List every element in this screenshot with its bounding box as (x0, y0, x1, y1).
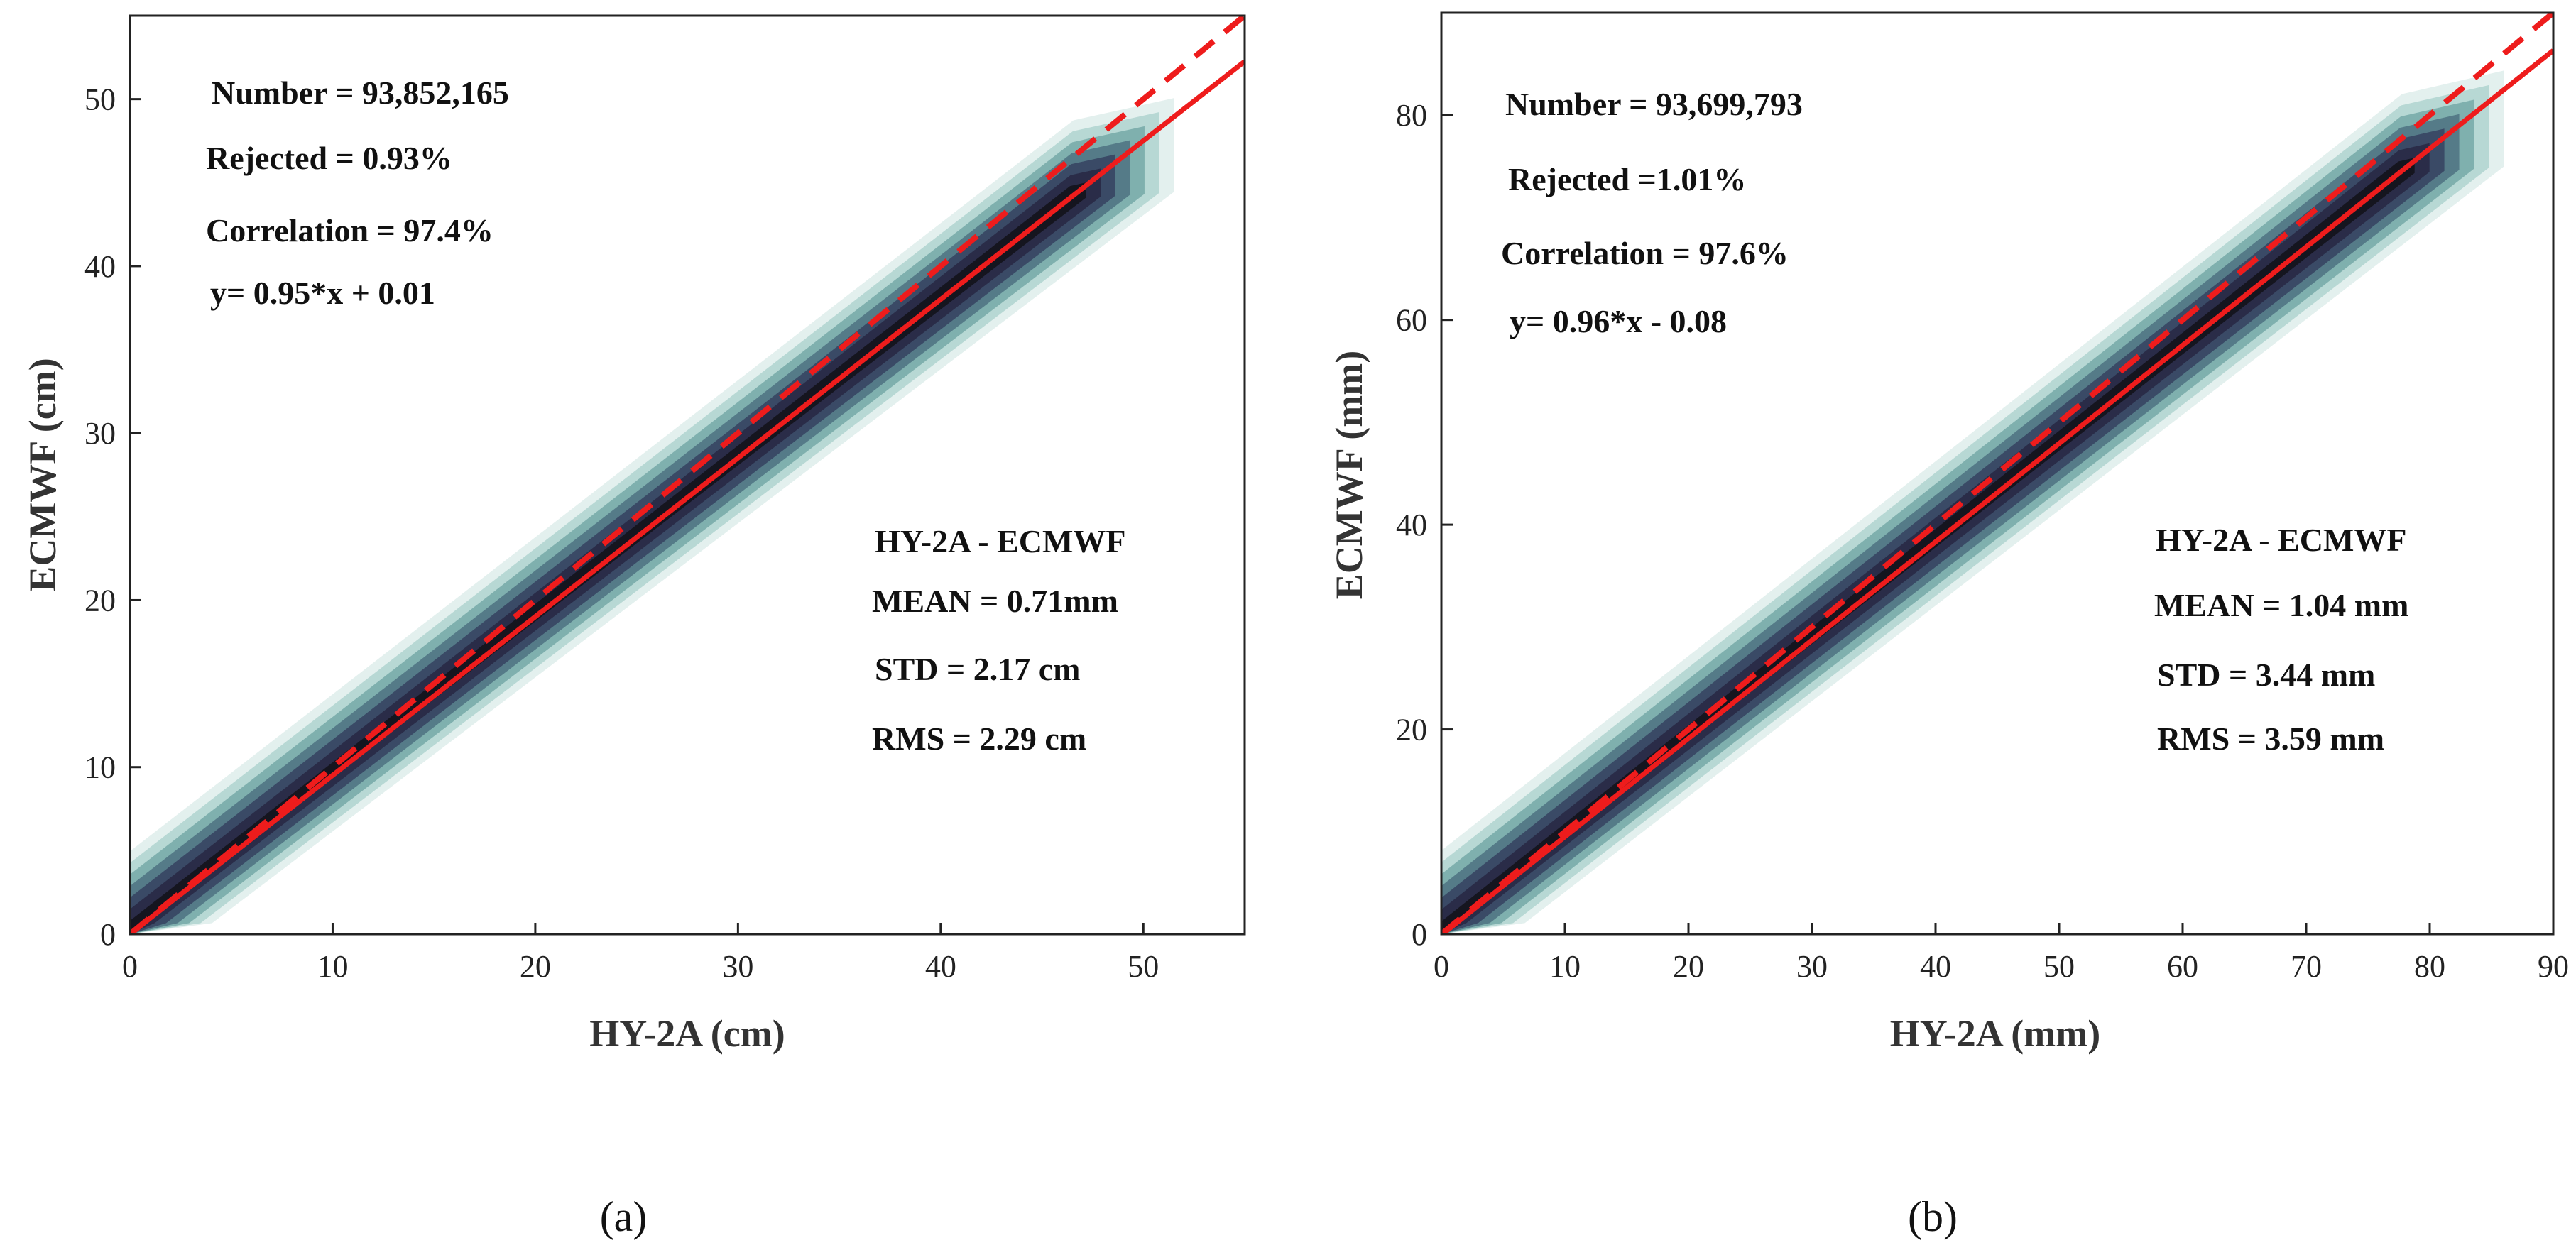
identity-line-b (1441, 13, 2553, 934)
identity-line-a (130, 16, 1245, 934)
x-tick-label-a-0: 0 (122, 949, 138, 984)
y-tick-label-a-20: 20 (84, 583, 116, 618)
plot-frame-b (1440, 11, 2555, 936)
diff-rms-a: RMS = 2.29 cm (872, 720, 1086, 757)
x-tick-label-b-70: 70 (2291, 949, 2322, 984)
stats-annotation-b: Number = 93,699,793 Rejected =1.01% Corr… (1501, 86, 1803, 339)
diff-mean-b: MEAN = 1.04 mm (2154, 587, 2408, 623)
x-tick-label-b-30: 30 (1796, 949, 1828, 984)
x-tick-label-b-50: 50 (2043, 949, 2075, 984)
x-tick-label-b-40: 40 (1920, 949, 1951, 984)
y-tick-label-a-0: 0 (100, 917, 116, 952)
y-tick-label-a-10: 10 (84, 750, 116, 785)
y-ticks-b: 0 20 40 60 80 (1396, 98, 1453, 952)
diff-title-b: HY-2A - ECMWF (2156, 522, 2407, 558)
plot-frame-a (129, 14, 1246, 936)
stat-correlation-a: Correlation = 97.4% (206, 212, 493, 248)
y-tick-label-a-50: 50 (84, 82, 116, 117)
diff-mean-a: MEAN = 0.71mm (872, 583, 1118, 619)
stat-correlation-b: Correlation = 97.6% (1501, 235, 1789, 271)
x-tick-label-a-50: 50 (1128, 949, 1159, 984)
fit-line-a (130, 59, 1245, 934)
diff-std-a: STD = 2.17 cm (875, 651, 1080, 687)
x-axis-label-b: HY-2A (mm) (1890, 1012, 2100, 1055)
panel-a: 0 10 20 30 40 50 0 10 20 30 40 50 HY-2A (cm) ECMWF… (21, 14, 1246, 1240)
y-tick-label-a-30: 30 (84, 416, 116, 451)
y-tick-label-b-20: 20 (1396, 713, 1427, 747)
stat-equation-b: y= 0.96*x - 0.08 (1510, 303, 1727, 339)
y-ticks-a: 0 10 20 30 40 50 (84, 82, 141, 952)
x-tick-label-b-0: 0 (1434, 949, 1449, 984)
panel-label-b: (b) (1908, 1193, 1958, 1240)
x-tick-label-a-40: 40 (925, 949, 956, 984)
x-tick-label-b-10: 10 (1549, 949, 1581, 984)
x-tick-label-b-80: 80 (2414, 949, 2445, 984)
y-tick-label-a-40: 40 (84, 249, 116, 284)
x-tick-label-b-60: 60 (2167, 949, 2198, 984)
x-tick-label-b-20: 20 (1673, 949, 1704, 984)
stats-annotation-a: Number = 93,852,165 Rejected = 0.93% Cor… (206, 75, 509, 311)
y-axis-label-b: ECMWF (mm) (1328, 351, 1370, 599)
stat-rejected-b: Rejected =1.01% (1508, 161, 1746, 197)
panel-label-a: (a) (600, 1193, 648, 1240)
stat-number-b: Number = 93,699,793 (1505, 86, 1803, 122)
diff-annotation-b: HY-2A - ECMWF MEAN = 1.04 mm STD = 3.44 … (2154, 522, 2408, 757)
diff-annotation-a: HY-2A - ECMWF MEAN = 0.71mm STD = 2.17 c… (872, 523, 1126, 757)
diff-title-a: HY-2A - ECMWF (875, 523, 1126, 559)
stat-rejected-a: Rejected = 0.93% (206, 140, 452, 176)
diff-rms-b: RMS = 3.59 mm (2157, 720, 2384, 757)
x-ticks-a: 0 10 20 30 40 50 (122, 923, 1159, 984)
x-tick-label-a-10: 10 (317, 949, 348, 984)
y-tick-label-b-40: 40 (1396, 508, 1427, 542)
fit-line-b (1441, 48, 2553, 934)
panel-b: 0 10 20 30 40 50 60 70 80 90 0 20 40 60 80 HY-2A (mm)… (1328, 11, 2569, 1240)
x-axis-label-a: HY-2A (cm) (589, 1012, 785, 1055)
diff-std-b: STD = 3.44 mm (2157, 657, 2375, 693)
y-tick-label-b-0: 0 (1412, 917, 1427, 952)
x-tick-label-a-20: 20 (520, 949, 551, 984)
stat-number-a: Number = 93,852,165 (212, 75, 509, 111)
stat-equation-a: y= 0.95*x + 0.01 (210, 275, 435, 311)
y-axis-label-a: ECMWF (cm) (21, 358, 64, 591)
y-tick-label-b-80: 80 (1396, 98, 1427, 133)
density-band-b (1441, 70, 2504, 934)
y-tick-label-b-60: 60 (1396, 303, 1427, 338)
x-tick-label-a-30: 30 (722, 949, 753, 984)
x-ticks-b: 0 10 20 30 40 50 60 70 80 90 (1434, 923, 2569, 984)
x-tick-label-b-90: 90 (2538, 949, 2569, 984)
